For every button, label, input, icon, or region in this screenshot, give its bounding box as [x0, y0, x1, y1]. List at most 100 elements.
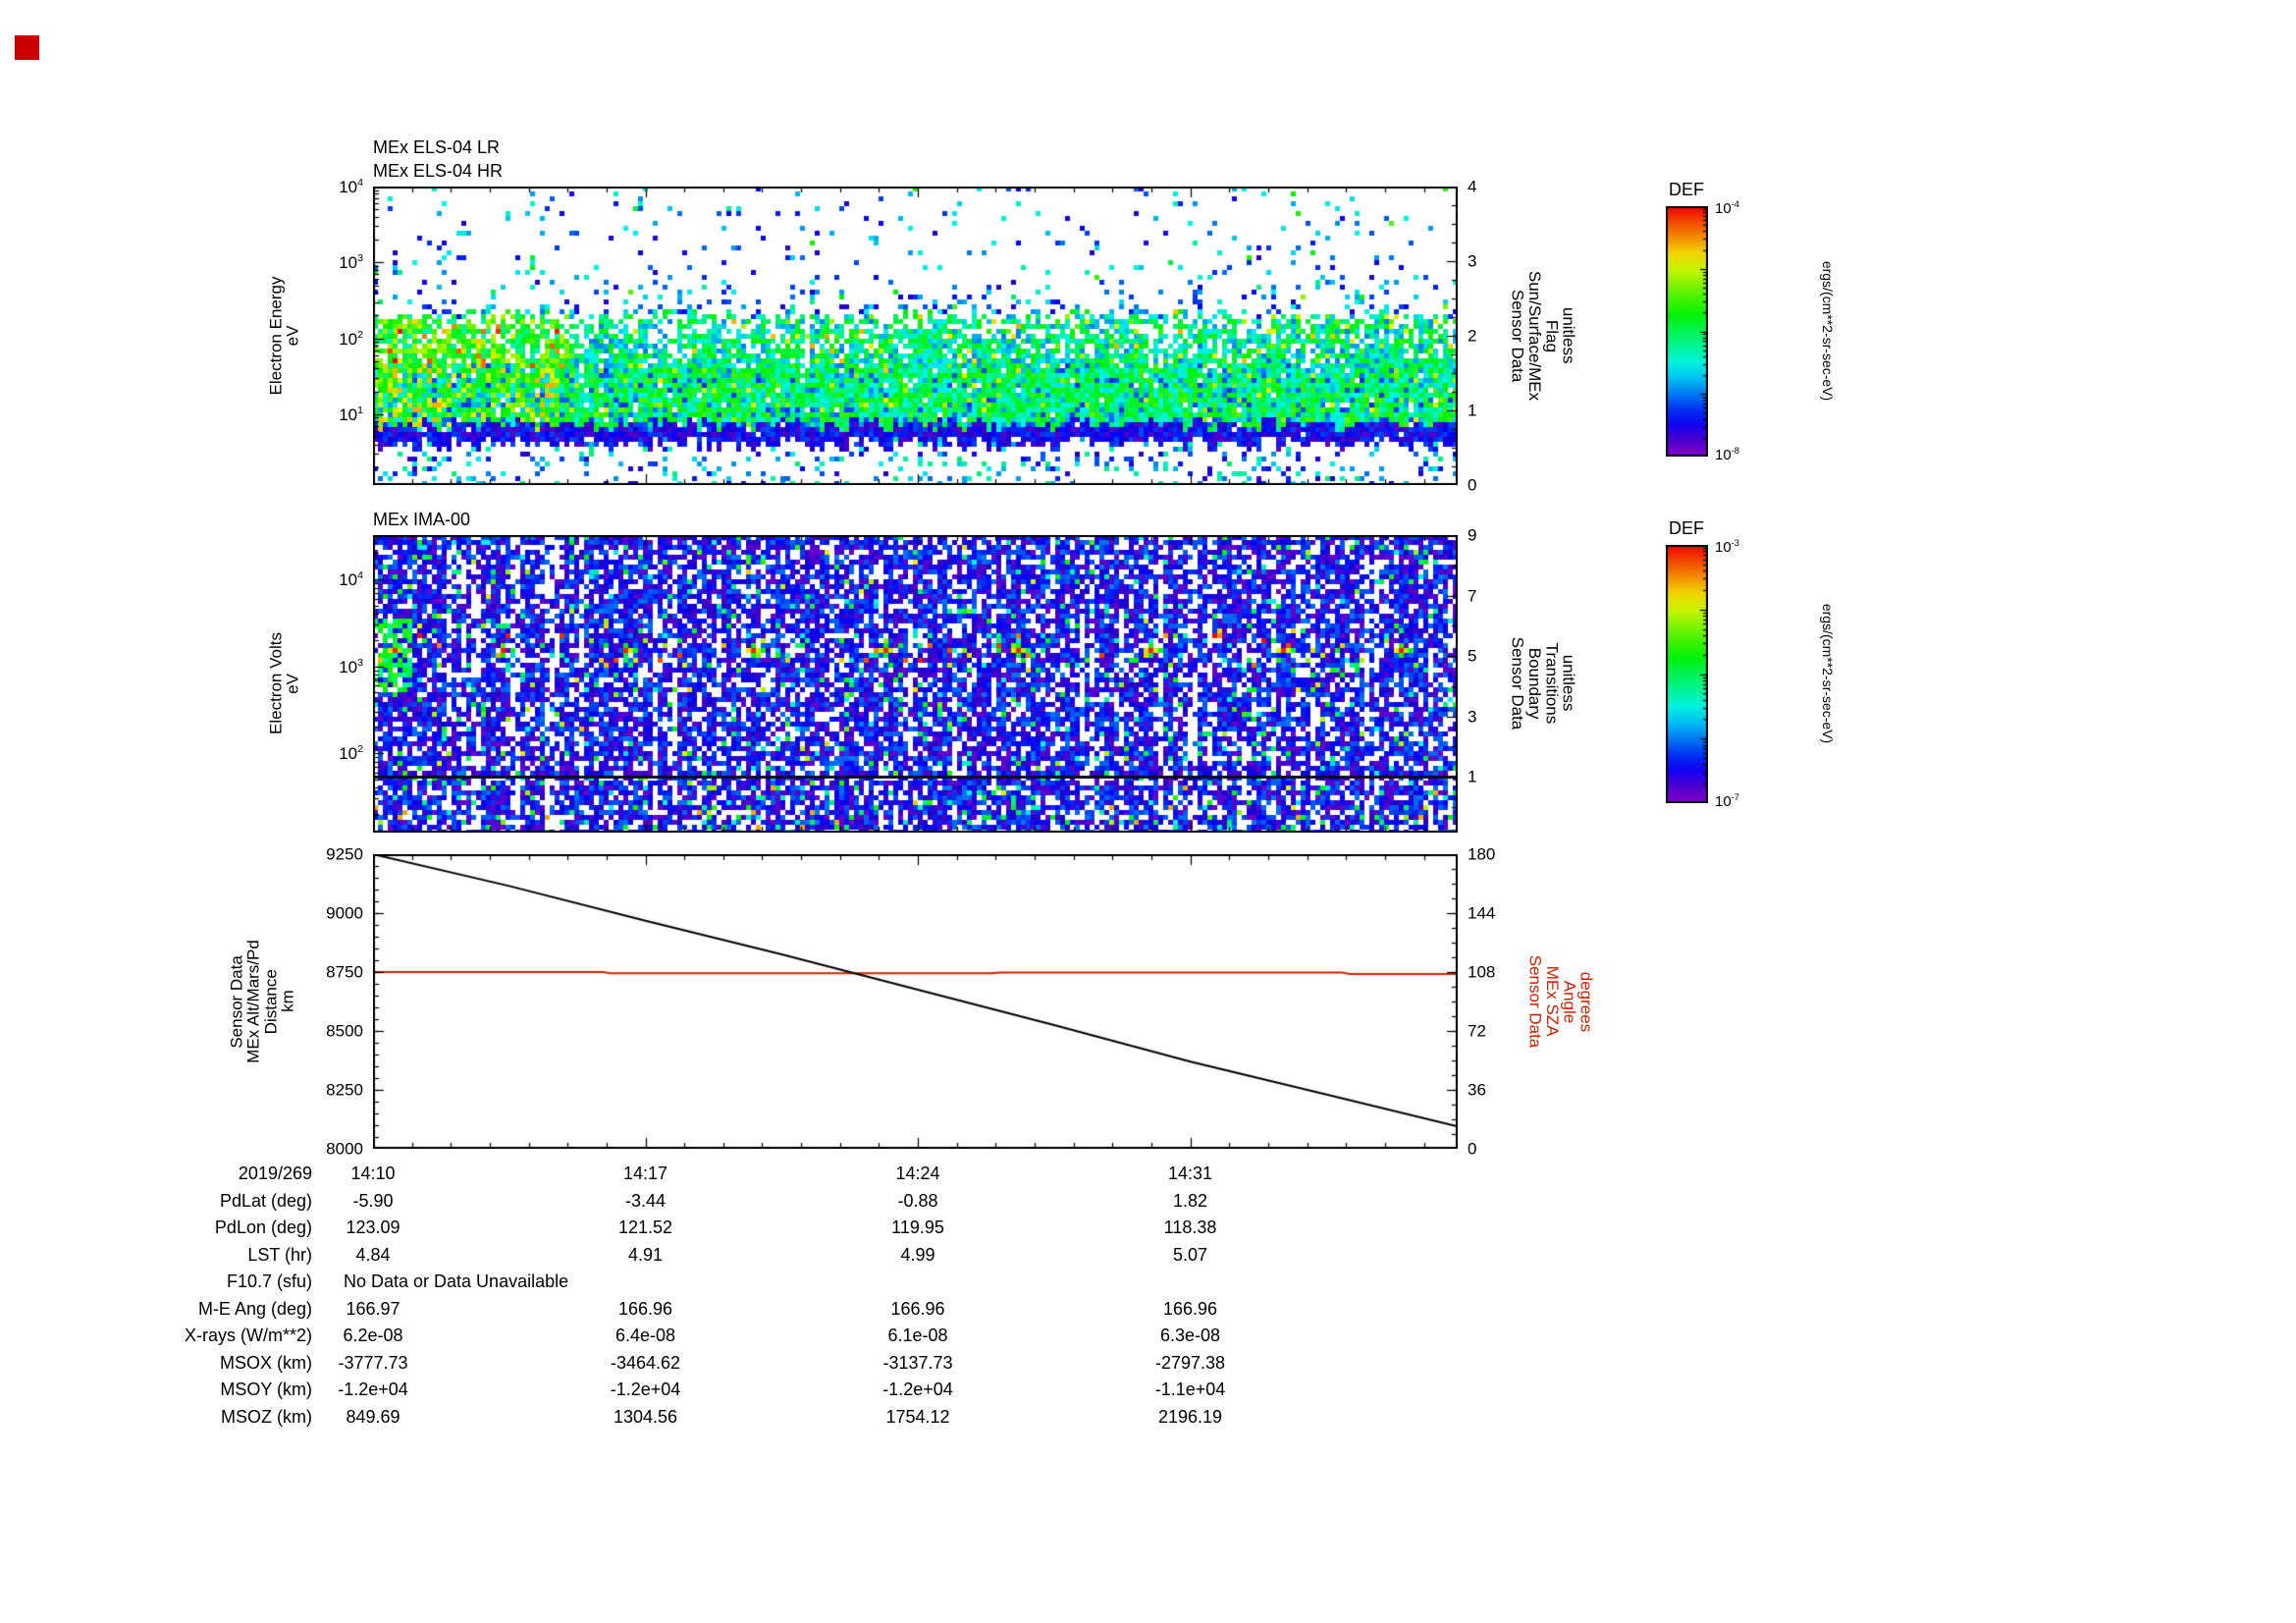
sza-tick-label: 180: [1468, 844, 1496, 864]
els-spectrogram-canvas: [373, 187, 1458, 485]
table-cell: -3.44: [624, 1190, 667, 1211]
ima-right-tick-label: 1: [1468, 767, 1477, 786]
table-row-label: M-E Ang (deg): [197, 1298, 312, 1319]
axis-label-line: unitless: [1559, 655, 1578, 712]
sza-tick-label: 36: [1468, 1080, 1486, 1100]
table-cell: -3777.73: [338, 1352, 408, 1373]
axis-label-line: Sensor Data: [227, 954, 246, 1049]
els-flag-tick-label: 0: [1468, 475, 1477, 495]
table-row-label: X-rays (W/m**2): [185, 1325, 312, 1345]
table-cell: -1.2e+04: [338, 1380, 408, 1399]
axis-label-line: Distance: [261, 968, 280, 1035]
sza-axis-label: Sensor Data MEx SZA Angle degrees: [1525, 954, 1596, 1049]
table-cell: 166.96: [1162, 1298, 1218, 1319]
table-row-label: MSOZ (km): [221, 1406, 312, 1427]
els-title-lr: MEx ELS-04 LR: [373, 137, 501, 157]
time-tick-label: 14:17: [622, 1163, 668, 1183]
axis-label-line: Transitions: [1542, 642, 1562, 725]
ima-right-tick-label: 7: [1468, 586, 1477, 605]
els-y-axis-label: Electron Energy eV: [266, 276, 302, 396]
table-cell: 6.4e-08: [614, 1325, 676, 1345]
axis-label-line: MEx SZA: [1543, 966, 1562, 1037]
els-title-hr: MEx ELS-04 HR: [373, 161, 504, 181]
axis-label-line: Sensor Data: [1525, 954, 1545, 1049]
alt-y-tick-label: 8250: [326, 1080, 363, 1100]
table-row-label: F10.7 (sfu): [226, 1271, 312, 1291]
els-y-tick-label: 104: [339, 177, 363, 196]
table-cell: -1.2e+04: [882, 1380, 953, 1399]
sza-tick-label: 108: [1468, 962, 1496, 982]
ima-right-tick-label: 9: [1468, 525, 1477, 545]
axis-label-line: unitless: [1559, 307, 1578, 364]
table-cell: -3137.73: [882, 1352, 953, 1373]
table-cell: -1.2e+04: [610, 1380, 681, 1399]
altitude-sza-line-plot-canvas: [373, 854, 1458, 1149]
alt-y-tick-label: 8500: [326, 1021, 363, 1041]
els-colorbar-canvas: [1666, 206, 1708, 457]
axis-label-line: Electron Energy: [266, 276, 286, 396]
els-flag-tick-label: 3: [1468, 251, 1477, 271]
table-row-label: MSOY (km): [220, 1380, 312, 1399]
ima-y-tick-label: 103: [339, 656, 363, 676]
els-flag-tick-label: 1: [1468, 401, 1477, 420]
axis-label-line: km: [278, 990, 297, 1013]
ima-right-tick-label: 3: [1468, 707, 1477, 726]
ima-y-axis-label: Electron Volts eV: [266, 632, 302, 734]
axis-label-line: ergs/(cm**2-sr-sec-eV): [1820, 260, 1837, 402]
els-flag-tick-label: 2: [1468, 326, 1477, 346]
table-row-label: PdLon (deg): [214, 1217, 312, 1237]
els-flag-tick-label: 4: [1468, 177, 1477, 196]
colorbar2-max-label: 10-3: [1715, 538, 1739, 556]
axis-label-line: Boundary: [1525, 647, 1544, 720]
colorbar2-units-label: ergs/(cm**2-sr-sec-eV): [1820, 603, 1837, 744]
els-y-tick-label: 102: [339, 328, 363, 349]
corner-marker: [15, 35, 39, 60]
ima-y-tick-label: 104: [339, 569, 363, 589]
time-tick-label: 14:31: [1167, 1163, 1213, 1183]
ima-title: MEx IMA-00: [373, 510, 471, 529]
axis-label-line: eV: [284, 673, 302, 694]
axis-label-line: Electron Volts: [266, 632, 286, 734]
colorbar1-min-label: 10-8: [1715, 446, 1739, 463]
table-cell: 6.3e-08: [1159, 1325, 1221, 1345]
axis-label-line: Sun/Surface/MEx: [1525, 270, 1544, 402]
axis-label-line: eV: [284, 325, 302, 347]
table-cell: 849.69: [346, 1406, 400, 1427]
axis-label-line: ergs/(cm**2-sr-sec-eV): [1820, 603, 1837, 744]
table-cell: 1754.12: [885, 1406, 950, 1427]
table-row-label: PdLat (deg): [219, 1190, 312, 1211]
axis-label-line: degrees: [1576, 971, 1596, 1032]
table-cell: 1304.56: [613, 1406, 678, 1427]
axis-label-line: Sensor Data: [1508, 289, 1527, 383]
els-y-tick-label: 101: [339, 405, 363, 424]
table-cell: 119.95: [891, 1217, 944, 1237]
table-cell: 4.84: [355, 1244, 391, 1265]
table-cell: 166.96: [890, 1298, 945, 1319]
table-row-label: LST (hr): [247, 1244, 312, 1265]
alt-y-tick-label: 8750: [326, 962, 363, 982]
axis-label-line: Angle: [1560, 980, 1579, 1023]
table-cell: -5.90: [352, 1190, 394, 1211]
table-cell-span: No Data or Data Unavailable: [344, 1271, 569, 1291]
els-flag-axis-label: Sensor Data Sun/Surface/MEx Flag unitless: [1508, 270, 1578, 402]
axis-label-line: Flag: [1542, 319, 1562, 352]
ima-y-tick-label: 102: [339, 743, 363, 763]
colorbar1-title: DEF: [1669, 180, 1704, 199]
alt-y-axis-label: Sensor Data MEx Alt/Mars/Pd Distance km: [227, 940, 297, 1063]
table-cell: 166.97: [346, 1298, 400, 1319]
table-cell: 6.2e-08: [343, 1325, 403, 1345]
ima-right-tick-label: 5: [1468, 646, 1477, 666]
colorbar1-max-label: 10-4: [1715, 199, 1739, 217]
table-cell: -1.1e+04: [1154, 1380, 1226, 1399]
table-cell: 4.91: [627, 1244, 664, 1265]
table-cell: 6.1e-08: [887, 1325, 948, 1345]
ima-colorbar-canvas: [1666, 545, 1708, 803]
axis-label-line: MEx Alt/Mars/Pd: [243, 940, 263, 1063]
colorbar1-units-label: ergs/(cm**2-sr-sec-eV): [1820, 260, 1837, 402]
els-y-tick-label: 103: [339, 252, 363, 273]
table-row-label: 2019/269: [238, 1163, 312, 1183]
sza-tick-label: 72: [1468, 1021, 1486, 1041]
table-cell: 121.52: [617, 1217, 673, 1237]
alt-y-tick-label: 9250: [326, 844, 363, 864]
